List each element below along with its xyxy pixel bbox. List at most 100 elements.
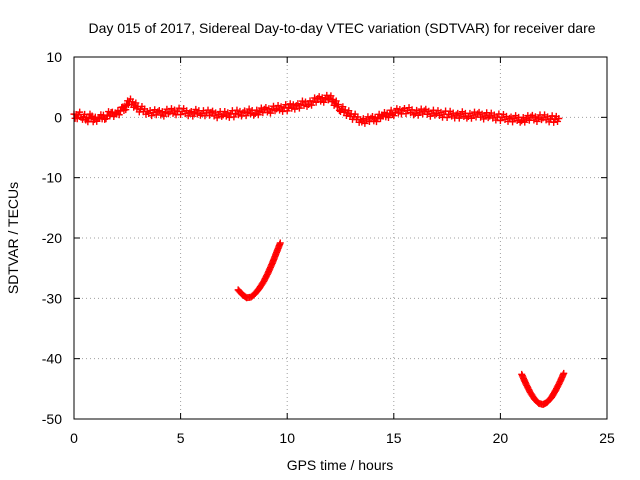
data-point bbox=[262, 103, 270, 111]
data-point bbox=[391, 108, 399, 116]
x-tick-label: 0 bbox=[70, 430, 78, 446]
data-point bbox=[169, 109, 177, 117]
data-point bbox=[528, 111, 536, 119]
data-point bbox=[189, 112, 197, 120]
data-point bbox=[161, 109, 169, 117]
data-point bbox=[219, 111, 227, 119]
data-point bbox=[276, 239, 284, 247]
data-point bbox=[387, 106, 395, 114]
data-point bbox=[265, 105, 273, 113]
data-point bbox=[286, 100, 294, 108]
data-point bbox=[300, 101, 308, 109]
data-point bbox=[213, 114, 221, 122]
y-tick-label: -20 bbox=[42, 230, 62, 246]
data-point bbox=[234, 111, 242, 119]
data-point bbox=[531, 113, 539, 121]
data-point bbox=[190, 109, 198, 117]
data-point bbox=[455, 114, 463, 122]
data-point bbox=[396, 106, 404, 114]
data-point bbox=[318, 94, 326, 102]
data-point bbox=[509, 118, 517, 126]
data-point bbox=[457, 111, 465, 119]
data-point bbox=[244, 108, 252, 116]
data-point bbox=[263, 108, 271, 116]
data-point bbox=[254, 111, 262, 119]
data-point bbox=[233, 106, 241, 114]
data-point bbox=[122, 106, 130, 114]
data-point bbox=[393, 105, 401, 113]
data-point bbox=[224, 109, 232, 117]
x-axis-label: GPS time / hours bbox=[287, 457, 394, 473]
data-point bbox=[221, 108, 229, 116]
data-point bbox=[231, 110, 239, 118]
data-point bbox=[253, 106, 261, 114]
x-tick-label: 25 bbox=[599, 430, 615, 446]
data-point bbox=[560, 369, 568, 377]
data-point bbox=[160, 112, 168, 120]
data-point bbox=[361, 119, 369, 127]
data-point bbox=[115, 111, 123, 119]
data-point bbox=[222, 112, 230, 120]
data-point bbox=[317, 97, 325, 105]
data-point bbox=[521, 118, 529, 126]
y-tick-label: -10 bbox=[42, 170, 62, 186]
data-point bbox=[155, 107, 163, 115]
data-point bbox=[359, 115, 367, 123]
data-point bbox=[256, 107, 264, 115]
data-point bbox=[309, 98, 317, 106]
data-point bbox=[522, 115, 530, 123]
data-point bbox=[530, 116, 538, 124]
data-point bbox=[308, 101, 316, 109]
data-point bbox=[241, 107, 249, 115]
data-point bbox=[312, 98, 320, 106]
data-point bbox=[167, 105, 175, 113]
data-point bbox=[289, 101, 297, 109]
data-point bbox=[245, 105, 253, 113]
data-point bbox=[372, 118, 380, 126]
data-point bbox=[266, 109, 274, 117]
data-point bbox=[358, 118, 366, 126]
data-point bbox=[334, 101, 342, 109]
data-point bbox=[273, 105, 281, 113]
data-point bbox=[274, 102, 282, 110]
x-tick-label: 5 bbox=[177, 430, 185, 446]
data-point bbox=[283, 107, 291, 115]
series-main-band bbox=[70, 91, 563, 127]
data-point bbox=[76, 108, 84, 116]
data-point bbox=[467, 114, 475, 122]
data-point bbox=[242, 112, 250, 120]
data-point bbox=[102, 115, 110, 123]
data-point bbox=[414, 111, 422, 119]
data-point bbox=[166, 108, 174, 116]
y-tick-label: -40 bbox=[42, 351, 62, 367]
y-tick-label: -30 bbox=[42, 290, 62, 306]
data-point bbox=[443, 114, 451, 122]
series-arc-2 bbox=[518, 369, 568, 409]
data-point bbox=[268, 106, 276, 114]
data-point bbox=[518, 117, 526, 125]
data-point bbox=[192, 105, 200, 113]
data-point bbox=[171, 106, 179, 114]
data-point bbox=[285, 103, 293, 111]
data-point bbox=[332, 97, 340, 105]
data-point bbox=[480, 115, 488, 123]
data-point bbox=[288, 104, 296, 112]
data-point bbox=[298, 97, 306, 105]
data-point bbox=[297, 101, 305, 109]
data-point bbox=[294, 100, 302, 108]
data-point bbox=[362, 116, 370, 124]
data-point bbox=[230, 113, 238, 121]
data-point bbox=[315, 93, 323, 101]
data-point bbox=[291, 105, 299, 113]
data-point bbox=[329, 96, 337, 104]
series-arc-1 bbox=[234, 239, 284, 302]
data-point bbox=[187, 108, 195, 116]
x-tick-label: 20 bbox=[493, 430, 509, 446]
data-point bbox=[158, 108, 166, 116]
data-points bbox=[70, 91, 568, 409]
data-point bbox=[276, 106, 284, 114]
y-tick-label: -50 bbox=[42, 411, 62, 427]
data-point bbox=[251, 110, 259, 118]
y-axis-label: SDTVAR / TECUs bbox=[5, 182, 21, 294]
